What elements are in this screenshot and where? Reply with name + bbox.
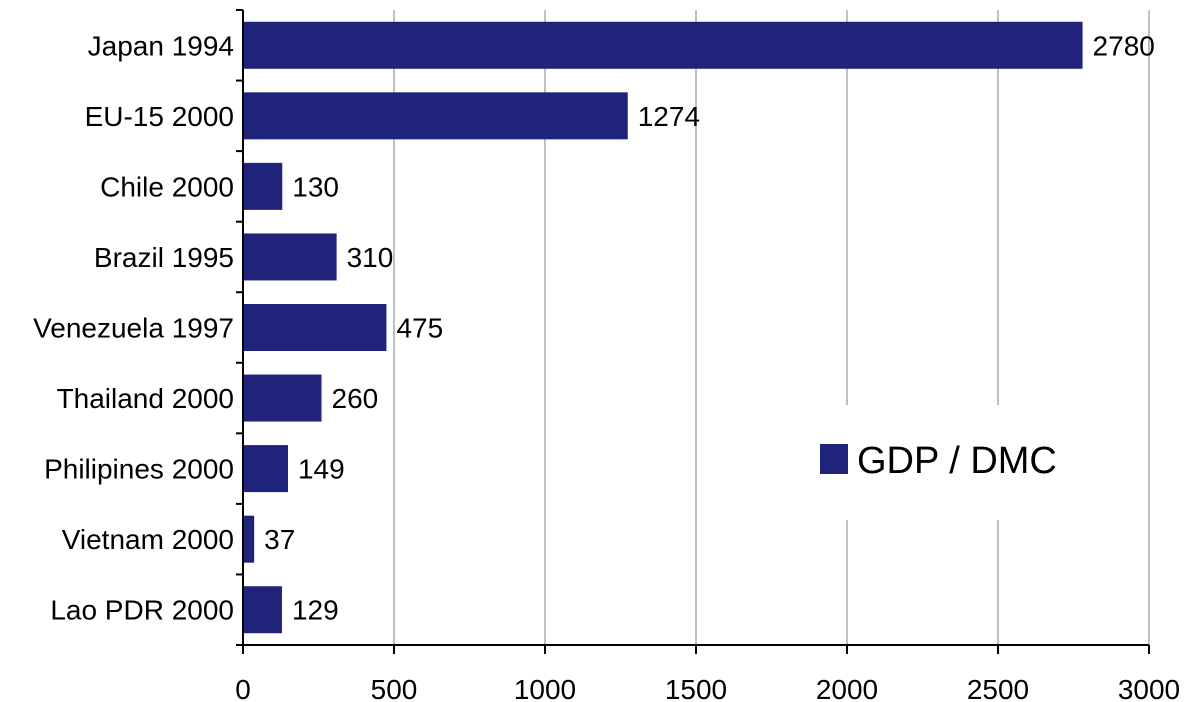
x-tick-label-2500: 2500 <box>967 674 1029 702</box>
category-label-0: Japan 1994 <box>88 30 234 61</box>
x-tick-label-2000: 2000 <box>816 674 878 702</box>
x-tick-label-0: 0 <box>235 674 251 702</box>
data-label-3: 310 <box>347 242 394 273</box>
data-label-1: 1274 <box>638 101 700 132</box>
data-label-2: 130 <box>292 171 339 202</box>
category-label-4: Venezuela 1997 <box>33 313 234 344</box>
x-tick-label-1500: 1500 <box>665 674 727 702</box>
bar-3 <box>243 233 337 281</box>
category-label-8: Lao PDR 2000 <box>50 595 234 626</box>
category-label-7: Vietnam 2000 <box>62 524 234 555</box>
category-label-2: Chile 2000 <box>100 171 234 202</box>
category-label-6: Philipines 2000 <box>44 454 234 485</box>
category-label-3: Brazil 1995 <box>94 242 234 273</box>
bars <box>243 21 1083 634</box>
x-tick-label-3000: 3000 <box>1118 674 1180 702</box>
labels: Japan 1994 2780 EU-15 2000 1274 Chile 2000 13… <box>33 30 1180 702</box>
bar-5 <box>243 374 322 422</box>
axes <box>236 9 1150 654</box>
x-tick-label-500: 500 <box>371 674 418 702</box>
legend-label: GDP / DMC <box>857 440 1057 482</box>
legend-background <box>805 405 1105 520</box>
bar-0 <box>243 21 1083 69</box>
legend: GDP / DMC <box>805 405 1105 520</box>
data-label-7: 37 <box>264 524 295 555</box>
bar-1 <box>243 92 628 140</box>
data-label-5: 260 <box>332 383 379 414</box>
data-label-4: 475 <box>396 313 443 344</box>
category-label-1: EU-15 2000 <box>85 101 234 132</box>
data-label-6: 149 <box>298 454 345 485</box>
x-tick-label-1000: 1000 <box>514 674 576 702</box>
data-label-0: 2780 <box>1093 30 1155 61</box>
data-label-8: 129 <box>292 595 339 626</box>
bar-6 <box>243 445 288 493</box>
legend-swatch <box>820 444 848 474</box>
bar-2 <box>243 162 283 210</box>
bar-7 <box>243 515 255 563</box>
bar-4 <box>243 304 387 351</box>
bar-8 <box>243 586 282 634</box>
category-label-5: Thailand 2000 <box>57 383 234 414</box>
